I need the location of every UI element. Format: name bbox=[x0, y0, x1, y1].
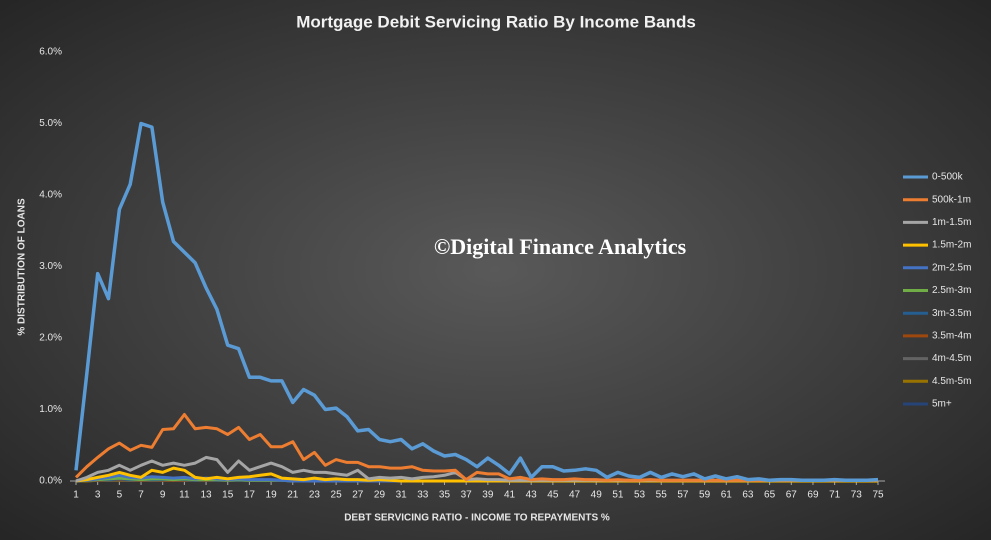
y-tick-label: 5.0% bbox=[39, 118, 62, 129]
x-tick-label: 55 bbox=[656, 490, 668, 501]
x-tick-label: 49 bbox=[591, 490, 603, 501]
y-tick-label: 3.0% bbox=[39, 261, 62, 272]
x-tick-label: 69 bbox=[807, 490, 819, 501]
x-tick-label: 53 bbox=[634, 490, 646, 501]
x-tick-label: 1 bbox=[73, 490, 79, 501]
x-tick-label: 45 bbox=[547, 490, 559, 501]
x-axis-title: DEBT SERVICING RATIO - INCOME TO REPAYME… bbox=[344, 513, 610, 524]
x-tick-label: 35 bbox=[439, 490, 451, 501]
x-tick-label: 15 bbox=[222, 490, 234, 501]
x-tick-label: 51 bbox=[612, 490, 624, 501]
x-tick-label: 5 bbox=[117, 490, 123, 501]
x-tick-label: 71 bbox=[829, 490, 841, 501]
x-tick-label: 73 bbox=[851, 490, 863, 501]
x-tick-label: 75 bbox=[872, 490, 884, 501]
legend-label: 4m-4.5m bbox=[932, 353, 971, 364]
x-tick-label: 31 bbox=[396, 490, 408, 501]
x-tick-label: 21 bbox=[287, 490, 299, 501]
legend-label: 2.5m-3m bbox=[932, 285, 971, 296]
x-tick-label: 65 bbox=[764, 490, 776, 501]
x-tick-label: 47 bbox=[569, 490, 581, 501]
x-tick-label: 61 bbox=[721, 490, 733, 501]
chart-title: Mortgage Debit Servicing Ratio By Income… bbox=[296, 12, 696, 31]
x-tick-label: 63 bbox=[742, 490, 754, 501]
x-tick-label: 23 bbox=[309, 490, 321, 501]
y-tick-label: 6.0% bbox=[39, 47, 62, 58]
x-tick-label: 9 bbox=[160, 490, 166, 501]
x-tick-label: 67 bbox=[786, 490, 798, 501]
x-tick-label: 25 bbox=[331, 490, 343, 501]
legend-label: 1.5m-2m bbox=[932, 240, 971, 251]
y-tick-label: 0.0% bbox=[39, 476, 62, 487]
y-tick-label: 1.0% bbox=[39, 404, 62, 415]
x-tick-label: 7 bbox=[138, 490, 144, 501]
legend-label: 3m-3.5m bbox=[932, 308, 971, 319]
legend-label: 2m-2.5m bbox=[932, 262, 971, 273]
x-tick-label: 37 bbox=[461, 490, 473, 501]
x-tick-label: 11 bbox=[179, 490, 190, 501]
legend-label: 1m-1.5m bbox=[932, 217, 971, 228]
x-tick-label: 41 bbox=[504, 490, 516, 501]
x-tick-label: 29 bbox=[374, 490, 386, 501]
x-tick-label: 39 bbox=[482, 490, 494, 501]
legend-label: 4.5m-5m bbox=[932, 376, 971, 387]
x-tick-label: 33 bbox=[417, 490, 429, 501]
x-tick-label: 13 bbox=[200, 490, 212, 501]
x-tick-label: 19 bbox=[266, 490, 278, 501]
series-line bbox=[74, 121, 879, 483]
x-tick-label: 59 bbox=[699, 490, 711, 501]
y-tick-label: 2.0% bbox=[39, 333, 62, 344]
x-tick-label: 27 bbox=[352, 490, 364, 501]
x-tick-label: 3 bbox=[95, 490, 101, 501]
y-tick-label: 4.0% bbox=[39, 190, 62, 201]
legend-label: 500k-1m bbox=[932, 194, 971, 205]
watermark: ©Digital Finance Analytics bbox=[434, 234, 687, 259]
legend-label: 0-500k bbox=[932, 172, 964, 183]
x-tick-label: 17 bbox=[244, 490, 256, 501]
x-tick-label: 57 bbox=[677, 490, 689, 501]
y-axis-title: % DISTRIBUTION OF LOANS bbox=[17, 198, 28, 336]
x-tick-label: 43 bbox=[526, 490, 538, 501]
legend-label: 3.5m-4m bbox=[932, 331, 971, 342]
legend-label: 5m+ bbox=[932, 399, 952, 410]
